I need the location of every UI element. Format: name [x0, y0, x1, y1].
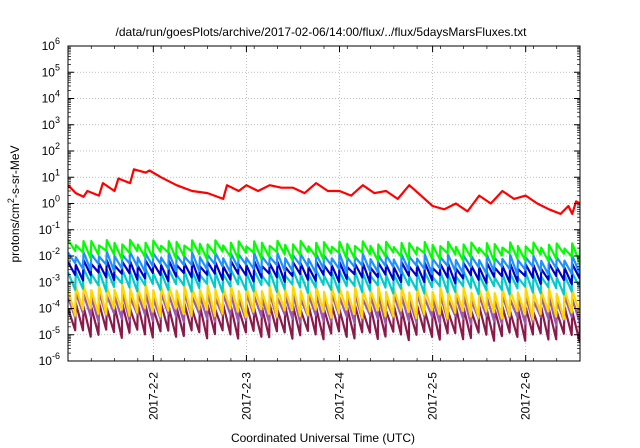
series-line	[68, 250, 580, 276]
y-tick-label: 103	[42, 115, 60, 132]
series-line	[68, 168, 580, 215]
series-line	[68, 301, 580, 343]
y-tick-label: 100	[42, 194, 60, 211]
x-axis: 2017-2-2 2017-2-3 2017-2-4 2017-2-5 2017-2-6	[67, 46, 581, 420]
y-tick-label: 10-3	[39, 272, 60, 289]
y-tick-label: 10-1	[39, 220, 60, 237]
x-axis-label: Coordinated Universal Time (UTC)	[231, 431, 415, 445]
series-line	[68, 238, 580, 264]
y-tick-label: 104	[42, 89, 60, 106]
series-line	[68, 283, 580, 321]
x-tick-label: 2017-2-6	[519, 372, 533, 420]
x-tick-label: 2017-2-2	[146, 372, 160, 420]
y-tick-label: 105	[42, 62, 60, 79]
y-tick-label: 106	[42, 36, 60, 53]
y-tick-label: 10-2	[39, 246, 60, 263]
series-line	[68, 290, 580, 327]
y-axis-label: protons/cm2-s-sr-MeV	[6, 145, 22, 262]
y-tick-label: 102	[42, 141, 60, 158]
series-line	[68, 258, 580, 286]
x-tick-label: 2017-2-3	[239, 372, 253, 420]
plot-area	[68, 168, 580, 343]
y-tick-label: 10-5	[39, 325, 60, 342]
x-tick-label: 2017-2-5	[426, 372, 440, 420]
y-axis: 10-6 10-5 10-4 10-3 10-2 10-1 100 101 102 103 104 1…	[39, 36, 580, 368]
series-line	[68, 267, 580, 296]
y-tick-label: 10-6	[39, 351, 60, 368]
y-tick-label: 10-4	[39, 299, 60, 316]
y-tick-label: 101	[42, 167, 60, 184]
chart-title: /data/run/goesPlots/archive/2017-02-06/1…	[116, 25, 528, 39]
x-tick-label: 2017-2-4	[333, 372, 347, 420]
